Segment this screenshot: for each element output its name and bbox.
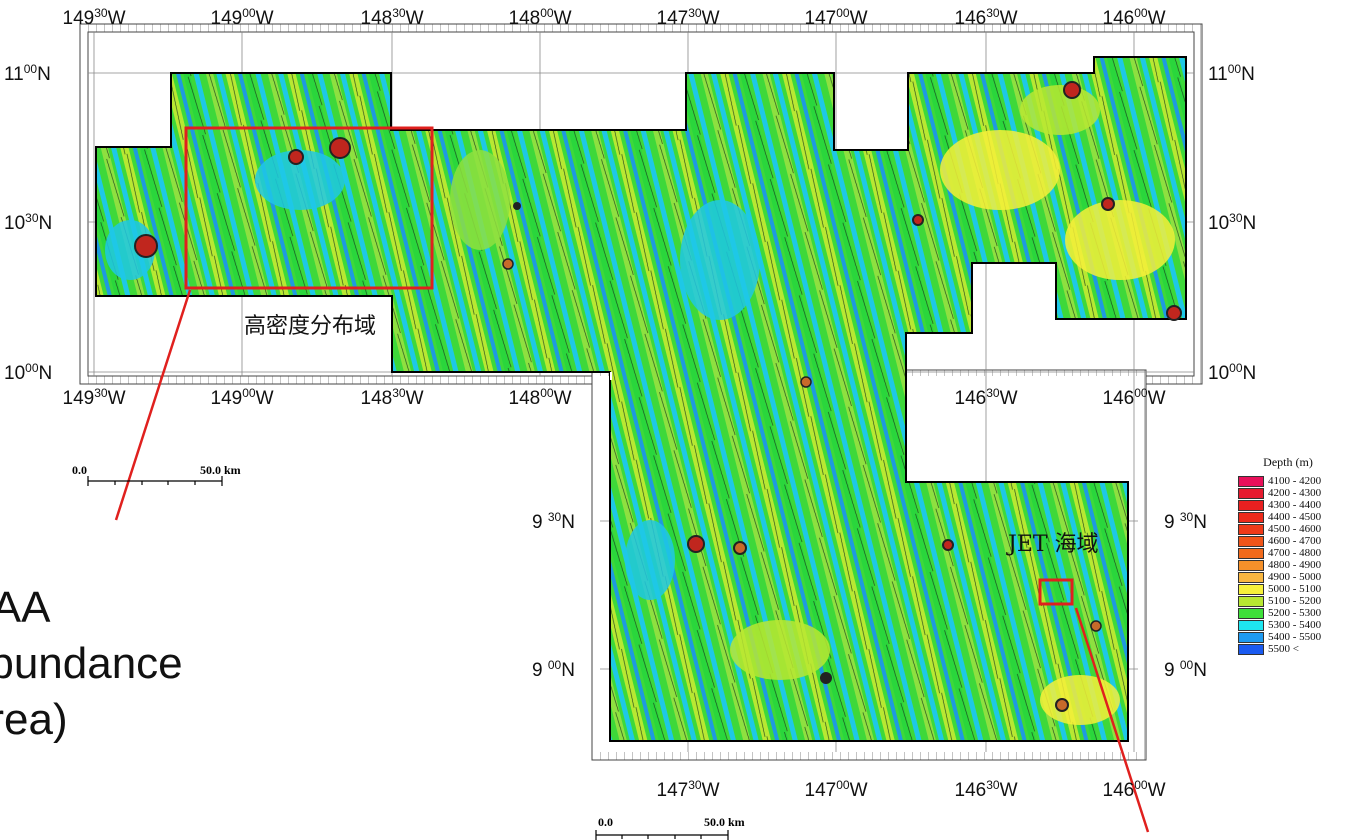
lat-label-right: 1030N [1208, 211, 1256, 234]
legend-swatch [1238, 547, 1264, 559]
legend-label: 4500 - 4600 [1268, 523, 1322, 535]
legend-entry: 5300 - 5400 [1238, 619, 1338, 631]
lon-label-mid: 14930W [63, 386, 126, 409]
lat-label-left: 1100N [4, 62, 51, 85]
scale-bar-top [87, 476, 223, 486]
legend-swatch [1238, 583, 1264, 595]
lat-label-left: 9 00N [532, 658, 575, 681]
legend-label: 4400 - 4500 [1268, 511, 1322, 523]
lat-label-left: 1030N [4, 211, 52, 234]
legend-entry: 5000 - 5100 [1238, 583, 1338, 595]
legend-entry: 5500 < [1238, 643, 1338, 655]
lon-label-mid: 14600W [1103, 386, 1166, 409]
legend-entry: 4700 - 4800 [1238, 547, 1338, 559]
legend-swatch [1238, 619, 1264, 631]
haa-line-3: Area) [0, 695, 68, 744]
lon-label-mid: 14630W [955, 386, 1018, 409]
legend-swatch [1238, 571, 1264, 583]
lon-label-bottom: 14630W [955, 778, 1018, 801]
legend-label: 4700 - 4800 [1268, 547, 1322, 559]
haa-leader-line [114, 289, 192, 521]
lon-label-top: 14630W [955, 6, 1018, 29]
legend-label: 4100 - 4200 [1268, 475, 1322, 487]
legend-label: 4600 - 4700 [1268, 535, 1322, 547]
legend-label: 5200 - 5300 [1268, 607, 1322, 619]
scale-top-zero: 0.0 [72, 463, 87, 477]
legend-label: 4200 - 4300 [1268, 487, 1322, 499]
legend-swatch [1238, 643, 1264, 655]
legend-swatch [1238, 607, 1264, 619]
legend-title: Depth (m) [1263, 455, 1313, 469]
legend-entry: 4400 - 4500 [1238, 511, 1338, 523]
jet-area-label: JET 海域 [1008, 532, 1099, 557]
legend-entry: 4100 - 4200 [1238, 475, 1338, 487]
legend-swatch [1238, 631, 1264, 643]
lon-label-top: 14700W [805, 6, 868, 29]
legend-swatch [1238, 559, 1264, 571]
haa-line-1: HAA [0, 583, 51, 632]
lon-label-top: 14800W [509, 6, 572, 29]
legend-entry: 4600 - 4700 [1238, 535, 1338, 547]
lon-label-bottom: 14730W [657, 778, 720, 801]
legend-entry: 5100 - 5200 [1238, 595, 1338, 607]
lon-label-bottom: 14700W [805, 778, 868, 801]
high-density-area-label: 高密度分布域 [244, 308, 377, 340]
legend-label: 5400 - 5500 [1268, 631, 1322, 643]
legend-entry: 5200 - 5300 [1238, 607, 1338, 619]
lat-label-right: 9 30N [1164, 510, 1207, 533]
lat-label-right: 1000N [1208, 361, 1256, 384]
legend-entry: 5400 - 5500 [1238, 631, 1338, 643]
legend-swatch [1238, 487, 1264, 499]
legend-swatch [1238, 475, 1264, 487]
legend-swatch [1238, 511, 1264, 523]
lon-label-top: 14600W [1103, 6, 1166, 29]
scale-top-length: 50.0 km [200, 463, 241, 477]
legend-entry: 4900 - 5000 [1238, 571, 1338, 583]
legend-swatch [1238, 595, 1264, 607]
legend-entry: 4800 - 4900 [1238, 559, 1338, 571]
lon-label-top: 14900W [211, 6, 274, 29]
legend-swatch [1238, 499, 1264, 511]
lat-label-right: 9 00N [1164, 658, 1207, 681]
legend-label: 5100 - 5200 [1268, 595, 1322, 607]
legend-entry: 4500 - 4600 [1238, 523, 1338, 535]
depth-patches [105, 85, 1175, 725]
lon-label-top: 14930W [63, 6, 126, 29]
legend-swatch [1238, 535, 1264, 547]
seamounts [134, 81, 1182, 712]
survey-area-bathymetry [95, 56, 1187, 742]
legend-label: 4300 - 4400 [1268, 499, 1322, 511]
lon-label-top: 14730W [657, 6, 720, 29]
high-abundance-area-box [184, 126, 434, 290]
jet-leader-line [1074, 607, 1150, 833]
lat-label-left: 1000N [4, 361, 52, 384]
coordinate-labels: 14930W 14900W 14830W 14800W 14730W 14700W 1463… [4, 6, 1256, 801]
scale-bottom-zero: 0.0 [598, 815, 613, 829]
scale-bar-bottom [595, 830, 729, 840]
legend-entry: 4300 - 4400 [1238, 499, 1338, 511]
legend-label: 5500 < [1268, 643, 1299, 655]
lon-label-top: 14830W [361, 6, 424, 29]
legend-swatch [1238, 523, 1264, 535]
legend-label: 5300 - 5400 [1268, 619, 1322, 631]
legend-entries: 4100 - 4200 4200 - 4300 4300 - 4400 4400 - … [1238, 475, 1338, 655]
legend-label: 4900 - 5000 [1268, 571, 1322, 583]
lat-label-left: 9 30N [532, 510, 575, 533]
lon-label-mid: 14800W [509, 386, 572, 409]
lon-label-bottom: 14600W [1103, 778, 1166, 801]
lat-label-right: 1100N [1208, 62, 1255, 85]
lon-label-mid: 14830W [361, 386, 424, 409]
legend-label: 4800 - 4900 [1268, 559, 1322, 571]
scale-bottom-length: 50.0 km [704, 815, 745, 829]
legend-label: 5000 - 5100 [1268, 583, 1322, 595]
jet-area-box [1038, 578, 1074, 606]
legend-entry: 4200 - 4300 [1238, 487, 1338, 499]
depth-legend: Depth (m) 4100 - 4200 4200 - 4300 4300 - 4… [1238, 455, 1338, 655]
lon-label-mid: 14900W [211, 386, 274, 409]
